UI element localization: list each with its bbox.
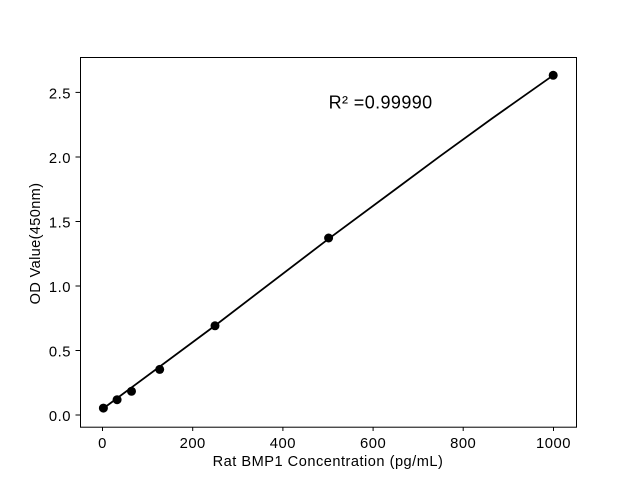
svg-text:R² =0.99990: R² =0.99990 [329, 93, 433, 113]
svg-text:1000: 1000 [536, 436, 571, 452]
svg-text:0: 0 [98, 436, 107, 452]
svg-text:Rat BMP1 Concentration (pg/mL): Rat BMP1 Concentration (pg/mL) [213, 454, 444, 470]
svg-text:1.0: 1.0 [49, 280, 71, 296]
svg-text:800: 800 [450, 436, 476, 452]
svg-text:2.0: 2.0 [49, 151, 71, 167]
svg-text:0.5: 0.5 [49, 345, 71, 361]
svg-text:2.5: 2.5 [49, 86, 71, 102]
svg-text:400: 400 [270, 436, 296, 452]
svg-text:1.5: 1.5 [49, 216, 71, 232]
svg-text:200: 200 [180, 436, 206, 452]
svg-text:0.0: 0.0 [49, 409, 71, 425]
svg-text:OD Value(450nm): OD Value(450nm) [28, 183, 44, 305]
svg-text:600: 600 [360, 436, 386, 452]
